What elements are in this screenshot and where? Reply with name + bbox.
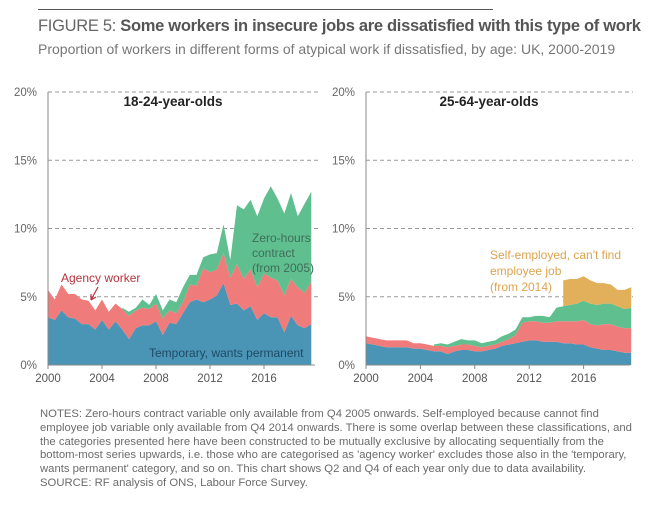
y-tick-label: 0%: [338, 360, 355, 372]
panel-title: 25-64-year-olds: [439, 94, 538, 109]
annotation-temporary: Temporary, wants permanent: [149, 346, 304, 360]
figure-title: FIGURE 5: Some workers in insecure jobs …: [38, 17, 641, 36]
source-text: SOURCE: RF analysis of ONS, Labour Force…: [40, 476, 308, 489]
area-agency: [48, 253, 312, 340]
x-tick-label: 2016: [251, 373, 277, 385]
annotation-self-employed-1: Self-employed, can't find: [490, 248, 621, 262]
panel-25-64: 0% 5% 10% 15% 20% 2000 2004 2008 2012 2016 25-64-y…: [332, 87, 633, 385]
panel-18-24: 0% 5% 10% 15% 20% 2000 2004 2008 2012 2016 18-24-y…: [14, 87, 318, 385]
annotation-zero-hours-3: (from 2005): [252, 261, 314, 275]
notes-text: NOTES: Zero-hours contract variable only…: [40, 408, 632, 476]
x-tick-label: 2008: [462, 373, 488, 385]
top-rule: [38, 9, 493, 10]
annotation-self-employed-3: (from 2014): [490, 280, 552, 294]
y-tick-label: 0%: [20, 360, 37, 372]
x-tick-label: 2008: [143, 373, 169, 385]
area-agency: [366, 320, 632, 355]
y-tick-label: 5%: [20, 292, 37, 304]
area-temporary: [366, 340, 632, 365]
figure-subtitle: Proportion of workers in different forms…: [38, 41, 616, 57]
annotation-agency: Agency worker: [61, 271, 140, 285]
annotation-self-employed-2: employee job: [490, 264, 562, 278]
area-zero_hours: [122, 186, 312, 319]
y-tick-label: 10%: [332, 224, 355, 236]
y-tick-label: 5%: [338, 292, 355, 304]
y-tick-label: 15%: [14, 155, 37, 167]
x-tick-label: 2004: [89, 373, 115, 385]
x-tick-label: 2012: [197, 373, 223, 385]
x-tick-label: 2000: [353, 373, 379, 385]
x-tick-label: 2016: [571, 373, 597, 385]
annotation-zero-hours-1: Zero-hours: [252, 231, 311, 245]
area-self_employed: [563, 276, 632, 309]
x-tick-label: 2004: [408, 373, 434, 385]
area-zero_hours: [434, 300, 632, 348]
y-tick-label: 10%: [14, 224, 37, 236]
x-tick-label: 2012: [516, 373, 542, 385]
notes: NOTES: Zero-hours contract variable only…: [40, 408, 640, 491]
panel-title: 18-24-year-olds: [123, 94, 222, 109]
y-tick-label: 20%: [332, 87, 355, 99]
chart-area: 0% 5% 10% 15% 20% 2000 2004 2008 2012 2016 18-24-y…: [14, 87, 633, 385]
annotation-zero-hours-2: contract: [252, 246, 295, 260]
y-tick-label: 15%: [332, 155, 355, 167]
area-temporary: [48, 283, 312, 365]
y-tick-label: 20%: [14, 87, 37, 99]
figure-title-text: Some workers in insecure jobs are dissat…: [120, 17, 641, 35]
x-tick-label: 2000: [35, 373, 61, 385]
agency-arrow-icon: [90, 286, 99, 301]
figure-label: FIGURE 5:: [38, 17, 116, 35]
